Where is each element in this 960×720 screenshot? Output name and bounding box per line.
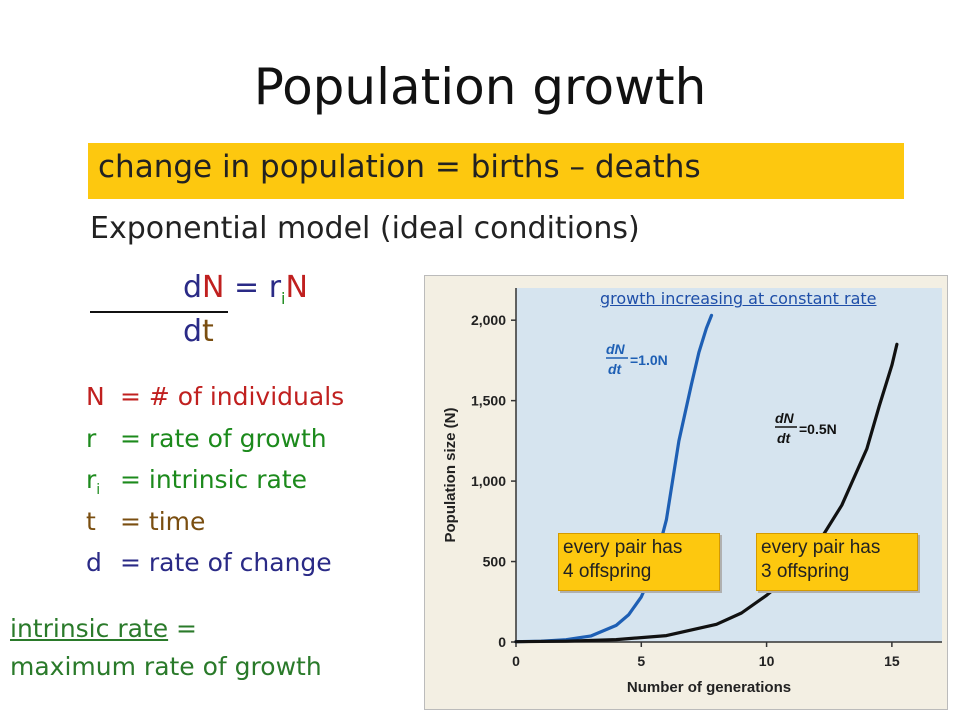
intrinsic-rate-definition: maximum rate of growth bbox=[10, 652, 322, 681]
fraction-bar bbox=[90, 311, 228, 313]
x-tick-label: 5 bbox=[637, 653, 645, 669]
y-tick-label: 500 bbox=[483, 554, 507, 570]
callout-line: 4 offspring bbox=[563, 561, 652, 582]
callout-3-offspring: every pair has 3 offspring bbox=[756, 533, 918, 591]
callout-line: 3 offspring bbox=[761, 561, 850, 582]
births-deaths-banner: change in population = births – deaths bbox=[88, 143, 904, 199]
series-label-den: dt bbox=[608, 361, 623, 377]
intrinsic-rate-term: intrinsic rate = bbox=[10, 614, 198, 643]
definition-ri: ri = intrinsic rate bbox=[86, 465, 307, 498]
series-label-den: dt bbox=[777, 430, 792, 446]
x-axis-label: Number of generations bbox=[627, 679, 791, 696]
series-label-rhs: =1.0N bbox=[630, 352, 668, 368]
chart-canvas: 0 500 1,000 1,500 2,000 0 5 10 15 Number of gener… bbox=[442, 288, 942, 696]
equation-denominator: dt bbox=[183, 314, 214, 349]
callout-line: every pair has bbox=[563, 537, 683, 558]
growth-chart: 0 500 1,000 1,500 2,000 0 5 10 15 Number of gener… bbox=[424, 275, 948, 710]
x-tick-label: 0 bbox=[512, 653, 520, 669]
definition-d: d = rate of change bbox=[86, 548, 332, 577]
series-label-num: dN bbox=[606, 341, 626, 357]
x-tick-label: 10 bbox=[759, 653, 775, 669]
slide-title: Population growth bbox=[253, 58, 707, 116]
series-label-num: dN bbox=[775, 410, 795, 426]
series-label-rhs: =0.5N bbox=[799, 421, 837, 437]
equation-numerator: dN = riN bbox=[183, 270, 308, 308]
y-tick-label: 1,000 bbox=[471, 473, 506, 489]
y-tick-label: 0 bbox=[498, 634, 506, 650]
callout-4-offspring: every pair has 4 offspring bbox=[558, 533, 720, 591]
definition-r: r = rate of growth bbox=[86, 424, 327, 453]
definition-t: t = time bbox=[86, 507, 206, 536]
x-tick-label: 15 bbox=[884, 653, 900, 669]
growth-note: growth increasing at constant rate bbox=[600, 289, 877, 308]
callout-line: every pair has bbox=[761, 537, 881, 558]
y-tick-label: 1,500 bbox=[471, 393, 506, 409]
model-subtitle: Exponential model (ideal conditions) bbox=[90, 211, 640, 246]
y-tick-label: 2,000 bbox=[471, 312, 506, 328]
banner-text: change in population = births – deaths bbox=[98, 149, 701, 185]
definition-N: N = # of individuals bbox=[86, 382, 345, 411]
y-axis-label: Population size (N) bbox=[442, 407, 459, 542]
